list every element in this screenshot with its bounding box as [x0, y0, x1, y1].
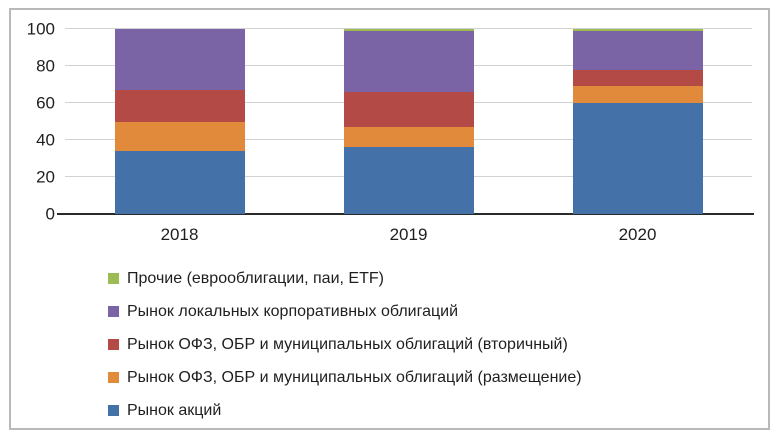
bar-segment — [572, 69, 703, 87]
gridline-y-100 — [65, 28, 752, 29]
bar-segment — [572, 30, 703, 70]
bar-slot-2018 — [65, 29, 294, 214]
x-tick-label-2018: 2018 — [160, 225, 199, 244]
legend-label: Рынок ОФЗ, ОБР и муниципальных облигаций… — [127, 368, 582, 386]
stacked-bar-2018 — [114, 29, 245, 214]
legend-label: Прочие (еврооблигации, паи, ETF) — [127, 269, 384, 287]
bar-segment — [343, 30, 474, 92]
bar-segment — [572, 86, 703, 103]
y-tick-label-20: 20 — [36, 167, 55, 187]
legend-item: Рынок ОФЗ, ОБР и муниципальных облигаций… — [108, 361, 582, 394]
legend-label: Рынок ОФЗ, ОБР и муниципальных облигаций… — [127, 335, 568, 353]
y-tick-label-0: 0 — [45, 204, 55, 224]
x-tick-label-2019: 2019 — [389, 225, 428, 244]
bar-slot-2020 — [523, 29, 752, 214]
y-tick-label-100: 100 — [26, 19, 55, 39]
legend-swatch-icon — [108, 306, 119, 317]
legend-swatch-icon — [108, 405, 119, 416]
legend-swatch-icon — [108, 273, 119, 284]
legend-label: Рынок акций — [127, 401, 222, 419]
x-tick-label-2020: 2020 — [618, 225, 657, 244]
legend-swatch-icon — [108, 372, 119, 383]
y-tick-label-60: 60 — [36, 93, 55, 113]
bar-segment — [572, 29, 703, 31]
bar-segment — [114, 90, 245, 122]
chart-frame: 2018 2019 2020 0 20 40 60 80 100 Прочие (еврооб… — [9, 8, 770, 430]
bar-segment — [114, 151, 245, 214]
plot-area: 2018 2019 2020 0 20 40 60 80 100 — [27, 21, 754, 244]
x-axis-line — [57, 213, 754, 215]
bar-segment — [572, 103, 703, 214]
legend-item: Рынок ОФЗ, ОБР и муниципальных облигаций… — [108, 328, 582, 361]
bar-segment — [343, 127, 474, 148]
bar-segment — [343, 29, 474, 31]
stacked-bar-2019 — [343, 29, 474, 214]
x-axis-labels: 2018 2019 2020 — [65, 225, 752, 245]
legend-item: Рынок акций — [108, 394, 582, 427]
legend-label: Рынок локальных корпоративных облигаций — [127, 302, 459, 320]
bar-segment — [114, 121, 245, 152]
legend-item: Прочие (еврооблигации, паи, ETF) — [108, 262, 582, 295]
y-tick-label-40: 40 — [36, 130, 55, 150]
legend-swatch-icon — [108, 339, 119, 350]
bar-slot-2019 — [294, 29, 523, 214]
bars-container — [65, 29, 752, 214]
stacked-bar-2020 — [572, 29, 703, 214]
legend: Прочие (еврооблигации, паи, ETF) Рынок ло… — [108, 262, 582, 427]
bar-segment — [343, 91, 474, 128]
y-tick-label-80: 80 — [36, 56, 55, 76]
bar-segment — [114, 29, 245, 91]
legend-item: Рынок локальных корпоративных облигаций — [108, 295, 582, 328]
bar-segment — [343, 147, 474, 214]
